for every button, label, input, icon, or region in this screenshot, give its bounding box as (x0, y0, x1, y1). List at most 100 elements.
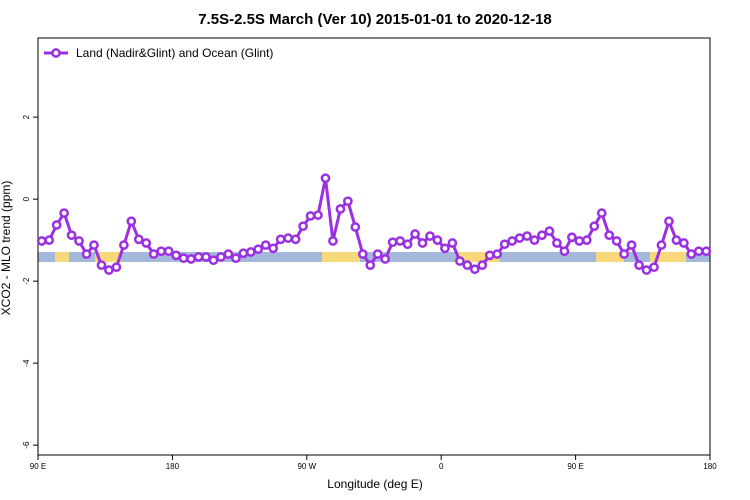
data-point (126, 216, 137, 227)
data-point (163, 246, 174, 257)
y-tick-label: -2 (22, 277, 31, 285)
data-point (141, 238, 152, 248)
data-point (447, 238, 458, 248)
data-point (178, 253, 189, 264)
data-point (111, 262, 122, 273)
data-point (410, 229, 420, 239)
data-point (223, 249, 234, 259)
data-point (357, 249, 368, 259)
data-point (596, 208, 607, 218)
x-tick-label: 180 (703, 462, 717, 471)
chart-title: 7.5S-2.5S March (Ver 10) 2015-01-01 to 2… (198, 11, 552, 28)
data-point (469, 264, 480, 275)
data-point (544, 226, 555, 236)
data-point (96, 260, 107, 271)
y-tick-label: -6 (22, 441, 31, 449)
data-point (290, 234, 301, 245)
data-point (268, 243, 279, 254)
data-point (671, 235, 682, 245)
data-point (686, 249, 697, 259)
data-point (425, 231, 435, 241)
data-point (335, 204, 346, 214)
data-point (679, 238, 689, 248)
data-point (171, 250, 181, 261)
data-point (208, 255, 219, 266)
data-point (119, 240, 129, 250)
data-point (275, 234, 286, 245)
data-point (507, 236, 517, 246)
x-tick-label: 0 (439, 462, 444, 471)
plot-frame (37, 37, 711, 456)
data-point (492, 249, 503, 259)
data-point (656, 240, 667, 250)
x-axis-label: Longitude (deg E) (327, 477, 422, 491)
data-point (201, 252, 211, 262)
data-point (604, 230, 615, 241)
data-point (455, 256, 465, 266)
data-point (81, 249, 92, 259)
legend-label: Land (Nadir&Glint) and Ocean (Glint) (76, 46, 273, 60)
data-point (387, 237, 398, 248)
data-point (260, 240, 271, 250)
data-point (350, 222, 361, 232)
data-point (238, 248, 249, 259)
data-point (574, 236, 585, 246)
data-point (626, 240, 637, 250)
data-point (693, 246, 704, 257)
data-point (701, 246, 712, 257)
data-point (462, 260, 473, 271)
data-point (380, 254, 391, 264)
data-point (74, 236, 84, 246)
data-point (522, 231, 532, 241)
data-point (402, 239, 413, 250)
data-point (298, 221, 308, 232)
data-point (395, 236, 405, 246)
data-point (89, 240, 99, 250)
data-point (231, 253, 241, 264)
data-point (552, 238, 562, 248)
data-point (313, 210, 323, 220)
data-point (649, 262, 659, 273)
data-point (581, 235, 592, 245)
data-point (372, 249, 383, 259)
data-point (589, 221, 600, 232)
y-tick-label: 2 (22, 114, 31, 119)
data-point (44, 235, 55, 245)
data-point (245, 247, 256, 257)
data-point (365, 260, 376, 271)
data-point (51, 220, 62, 230)
data-point (156, 246, 167, 257)
data-point (283, 233, 293, 243)
x-tick-label: 90 W (297, 462, 316, 471)
data-point (634, 260, 644, 271)
data-point (537, 230, 547, 241)
x-tick-label: 90 E (30, 462, 46, 471)
data-point (36, 236, 47, 246)
data-point (477, 260, 488, 271)
data-point (529, 235, 540, 245)
data-point (417, 238, 428, 248)
data-point (193, 252, 204, 262)
data-point (216, 252, 226, 262)
y-tick-label: -4 (22, 359, 31, 367)
data-point (328, 236, 338, 246)
data-point (343, 196, 353, 207)
data-point (59, 208, 69, 218)
data-point (320, 173, 331, 184)
legend-marker (51, 48, 61, 58)
data-point (664, 216, 674, 227)
data-point (440, 243, 450, 254)
data-point (104, 265, 114, 275)
data-point (305, 211, 316, 221)
data-point (253, 244, 264, 255)
data-point (514, 233, 525, 243)
data-point (133, 234, 144, 245)
y-axis-label: XCO2 - MLO trend (ppm) (0, 181, 13, 316)
data-point (186, 254, 196, 264)
data-point (499, 239, 510, 250)
data-point (148, 249, 159, 259)
data-point (641, 265, 652, 275)
data-point (611, 236, 622, 246)
data-point (484, 250, 495, 261)
